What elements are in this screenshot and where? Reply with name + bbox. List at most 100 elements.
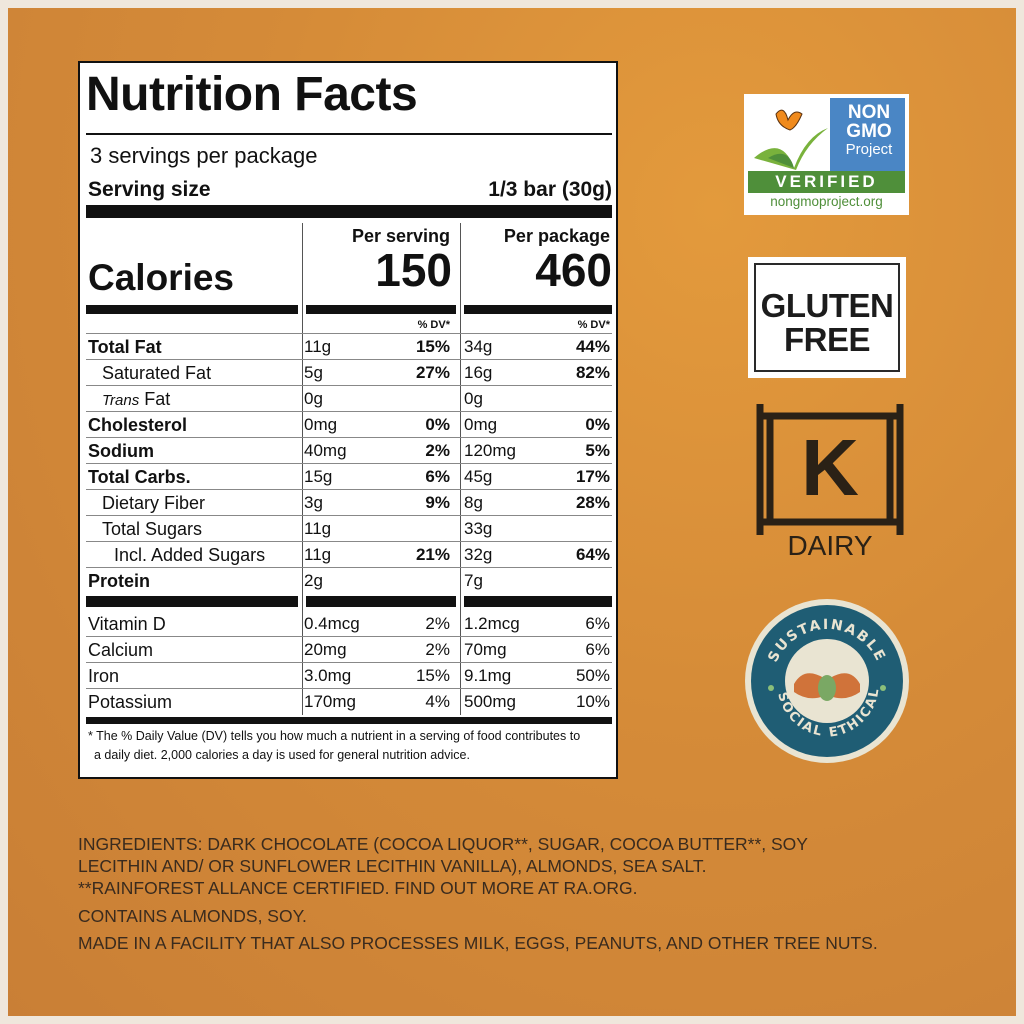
servings-per-package: 3 servings per package <box>90 143 318 168</box>
dv-serving: 4% <box>425 692 450 711</box>
protein-rule-mid <box>306 596 456 607</box>
dv-package: 28% <box>575 493 610 512</box>
amount-serving: 3.0mg <box>304 666 352 685</box>
nutrition-facts-label: Nutrition Facts 3 servings per package S… <box>78 61 618 779</box>
dv-header-package: % DV* <box>577 319 610 331</box>
nutrient-row-trans-fat: Trans Fat 0g 0g <box>80 386 616 412</box>
dv-package: 6% <box>585 614 610 633</box>
serving-size-value: 1/3 bar (30g) <box>488 178 612 201</box>
dv-serving: 27% <box>415 363 450 382</box>
vitamin-name: Calcium <box>88 640 154 660</box>
amount-package: 16g <box>464 363 493 382</box>
dv-package: 5% <box>585 441 610 460</box>
amount-package: 9.1mg <box>464 666 512 685</box>
amount-serving: 11g <box>304 519 332 538</box>
amount-package: 33g <box>464 519 493 538</box>
serving-size-rule <box>86 205 612 218</box>
dv-serving: 9% <box>425 493 450 512</box>
protein-rule-right <box>464 596 612 607</box>
calories-rule-mid <box>306 305 456 314</box>
amount-package: 120mg <box>464 441 516 460</box>
dv-header-serving: % DV* <box>417 319 450 331</box>
nutrient-row-total-carbs: Total Carbs. 15g 6% 45g 17% <box>80 464 616 490</box>
dv-serving: 6% <box>425 467 450 486</box>
amount-serving: 0g <box>304 389 323 408</box>
nutrient-row-cholesterol: Cholesterol 0mg 0% 0mg 0% <box>80 412 616 438</box>
protein-rule-left <box>86 596 298 607</box>
nutrient-row-sodium: Sodium 40mg 2% 120mg 5% <box>80 438 616 464</box>
amount-serving: 3g <box>304 493 323 512</box>
serving-size-label: Serving size <box>88 178 211 201</box>
column-divider-2 <box>460 223 461 715</box>
dv-serving: 15% <box>415 666 450 685</box>
dv-package: 82% <box>575 363 610 382</box>
dv-serving: 15% <box>415 337 450 356</box>
amount-package: 0g <box>464 389 483 408</box>
nutrient-row-total-sugars: Total Sugars 11g 33g <box>80 516 616 542</box>
nutrient-name: Total Carbs. <box>88 467 191 487</box>
kosher-scroll-icon <box>756 404 904 535</box>
amount-serving: 0.4mcg <box>304 614 360 633</box>
amount-serving: 0mg <box>304 415 338 434</box>
vitamin-name: Potassium <box>88 692 173 712</box>
dv-package: 17% <box>575 467 610 486</box>
calories-per-serving: 150 <box>375 244 452 296</box>
gluten-free-line-2: FREE <box>783 321 871 358</box>
nutrient-name: Cholesterol <box>88 415 188 435</box>
kosher-letter: K <box>801 423 859 512</box>
nutrient-row-added-sugars: Incl. Added Sugars 11g 21% 32g 64% <box>80 542 616 568</box>
nutrient-name: Total Fat <box>88 337 162 357</box>
amount-package: 0mg <box>464 415 498 434</box>
gluten-free-line-1: GLUTEN <box>760 287 894 324</box>
rainforest-note: **RAINFOREST ALLANCE CERTIFIED. FIND OUT… <box>78 878 638 898</box>
amount-serving: 170mg <box>304 692 356 711</box>
amount-package: 500mg <box>464 692 516 711</box>
sustainable-seal-icon: SUSTAINABLE SOCIAL ETHICAL <box>745 599 909 763</box>
nutrient-row-dietary-fiber: Dietary Fiber 3g 9% 8g 28% <box>80 490 616 516</box>
dv-package: 6% <box>585 640 610 659</box>
amount-serving: 40mg <box>304 441 347 460</box>
title-rule <box>86 133 612 135</box>
amount-serving: 5g <box>304 363 323 382</box>
vitamin-row-vitamin-d: Vitamin D 0.4mcg 2% 1.2mcg 6% <box>80 611 616 637</box>
calories-per-package: 460 <box>535 244 612 296</box>
dv-package: 0% <box>585 415 610 434</box>
nutrient-name: Saturated Fat <box>102 363 212 383</box>
amount-package: 8g <box>464 493 483 512</box>
vitamin-name: Vitamin D <box>88 614 166 634</box>
footnote-rule <box>86 717 612 724</box>
kosher-dairy-label: DAIRY <box>787 530 873 561</box>
calories-rule-right <box>464 305 612 314</box>
nutrient-row-protein: Protein 2g 7g <box>80 568 616 594</box>
dv-package: 44% <box>575 337 610 356</box>
amount-package: 7g <box>464 571 483 590</box>
nutrient-name: Incl. Added Sugars <box>114 545 266 565</box>
dv-serving: 2% <box>425 640 450 659</box>
dv-serving: 21% <box>415 545 450 564</box>
vitamin-row-iron: Iron 3.0mg 15% 9.1mg 50% <box>80 663 616 689</box>
nutrient-name: Total Sugars <box>102 519 203 539</box>
gluten-free-badge: GLUTEN FREE <box>748 257 906 378</box>
footnote-line-1: * The % Daily Value (DV) tells you how m… <box>88 729 581 743</box>
vitamin-name: Iron <box>88 666 120 686</box>
allergen-contains: CONTAINS ALMONDS, SOY. <box>78 906 307 926</box>
footnote-line-2: a daily diet. 2,000 calories a day is us… <box>94 748 470 762</box>
calories-label: Calories <box>88 257 235 298</box>
nutrient-row-saturated-fat: Saturated Fat 5g 27% 16g 82% <box>80 360 616 386</box>
vitamin-row-potassium: Potassium 170mg 4% 500mg 10% <box>80 689 616 715</box>
vitamin-row-calcium: Calcium 20mg 2% 70mg 6% <box>80 637 616 663</box>
amount-package: 34g <box>464 337 493 356</box>
dv-serving: 2% <box>425 614 450 633</box>
non-gmo-text: NON GMO Project <box>845 102 893 158</box>
column-divider-1 <box>302 223 303 715</box>
dv-package: 10% <box>575 692 610 711</box>
ingredients-line-1: INGREDIENTS: DARK CHOCOLATE (COCOA LIQUO… <box>78 834 808 854</box>
nutrition-title: Nutrition Facts <box>86 68 418 121</box>
amount-serving: 11g <box>304 337 332 356</box>
amount-package: 45g <box>464 467 493 486</box>
amount-serving: 2g <box>304 571 323 590</box>
nutrient-row-total-fat: Total Fat 11g 15% 34g 44% <box>80 334 616 360</box>
non-gmo-butterfly-icon <box>748 98 905 193</box>
dv-header-rule <box>86 333 612 334</box>
